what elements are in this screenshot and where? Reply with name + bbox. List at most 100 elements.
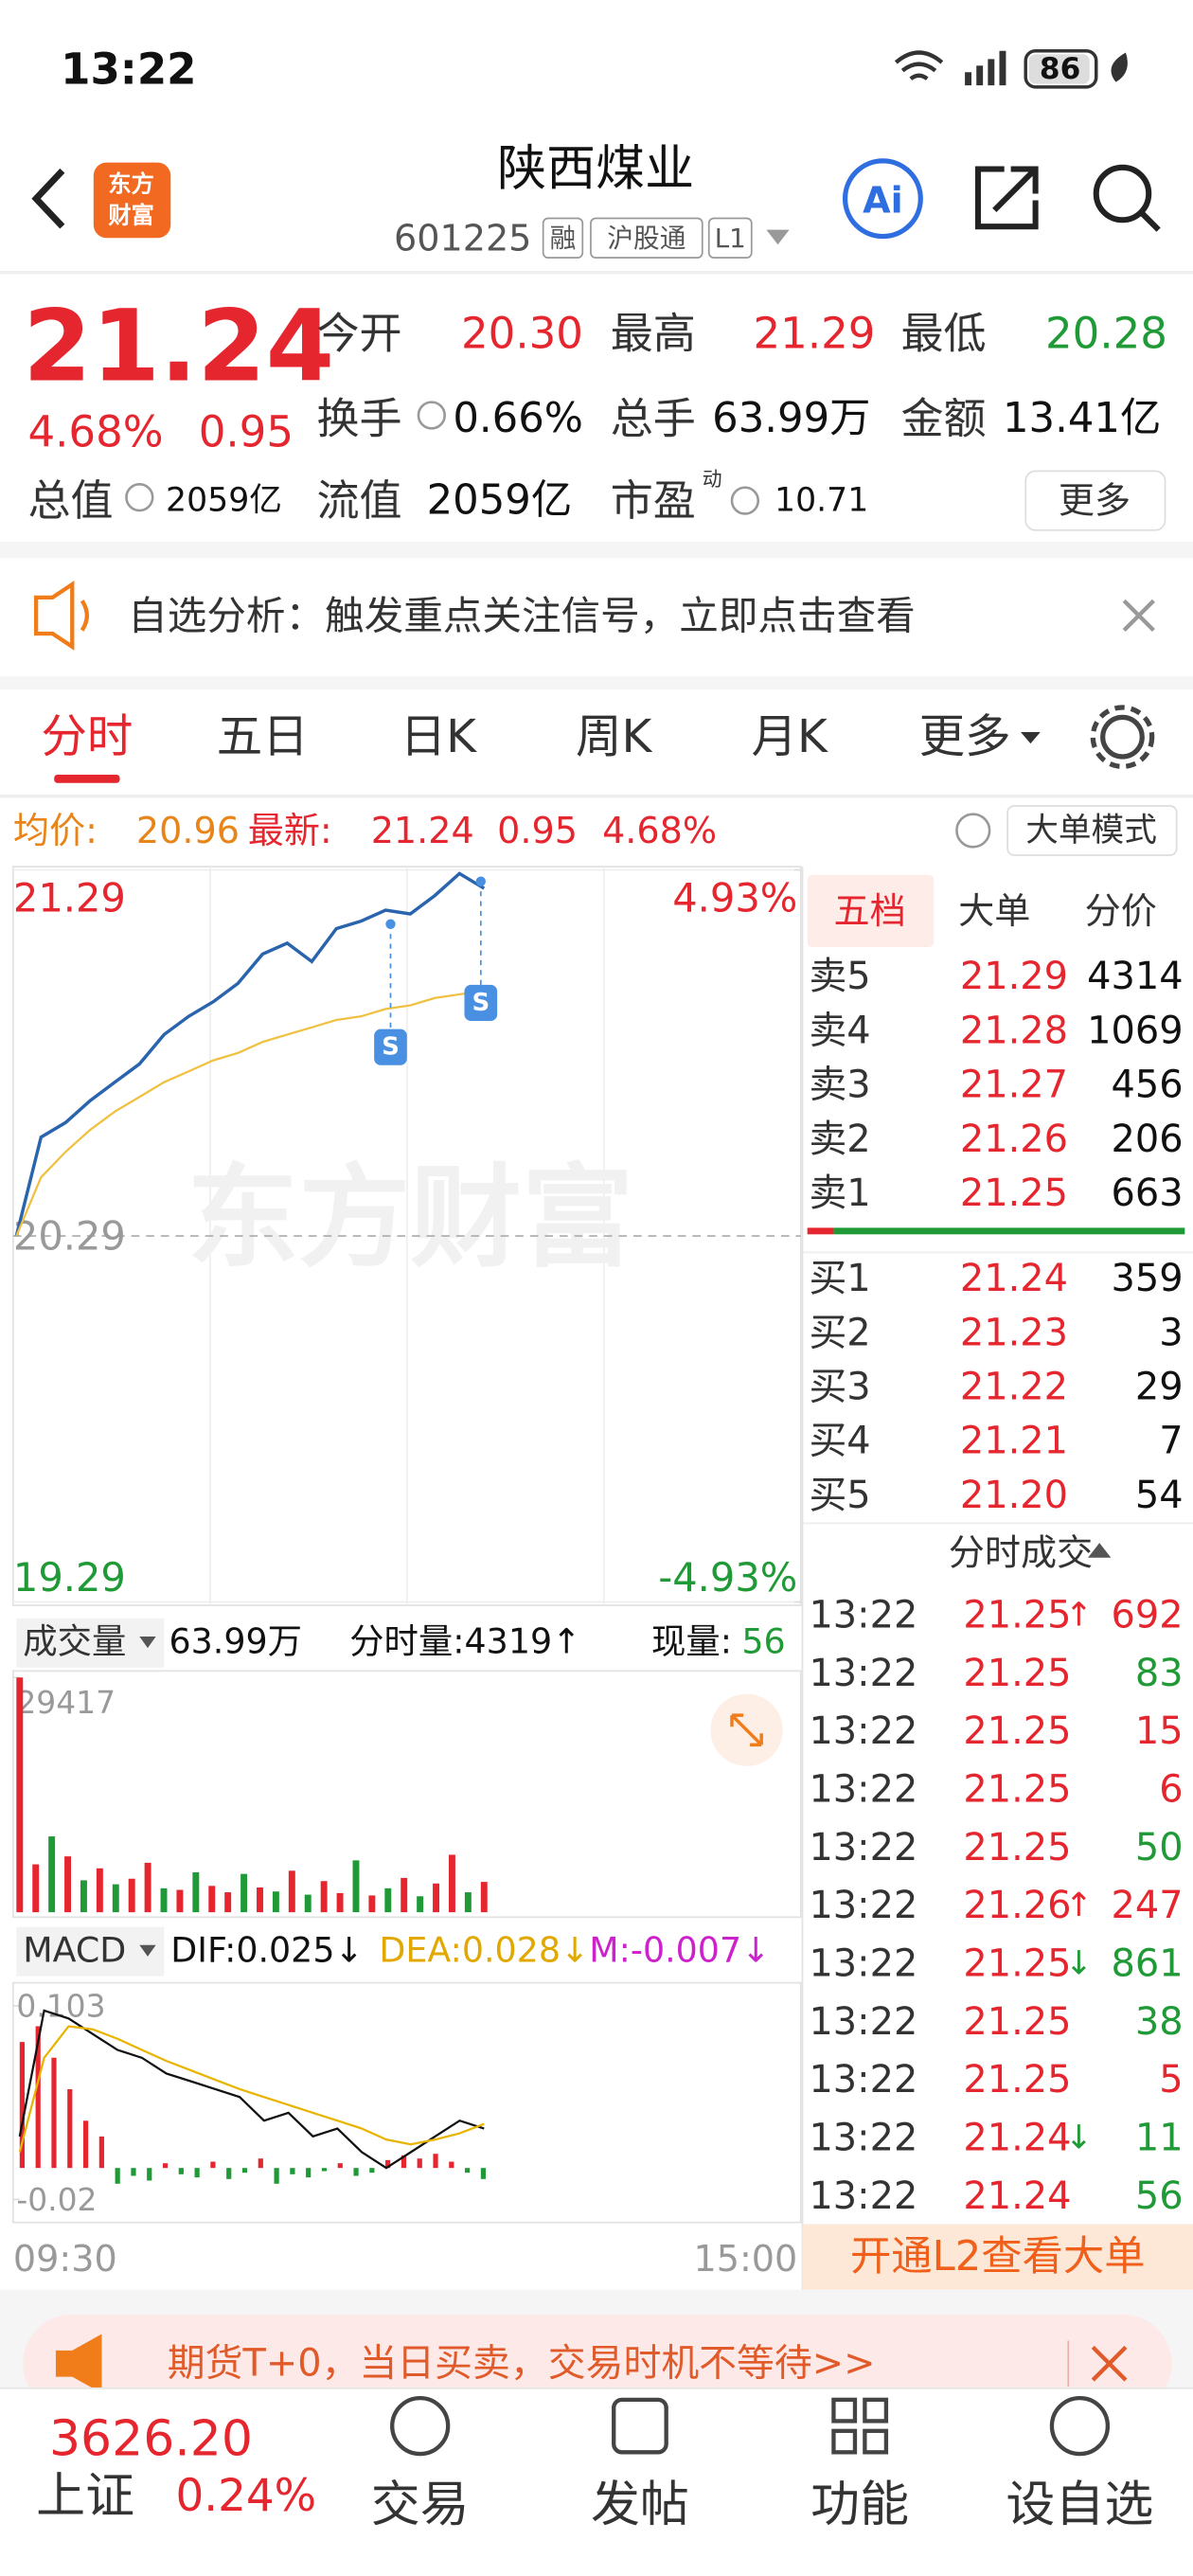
macd-label[interactable]: MACD — [23, 1929, 126, 1970]
trade-price: 21.24 — [963, 2117, 1071, 2160]
search-handle — [1140, 211, 1161, 232]
close-notice[interactable] — [1122, 599, 1155, 633]
macd-bar — [353, 2168, 359, 2176]
change-pct: 4.68% — [27, 406, 163, 456]
tab[interactable]: 日K — [401, 710, 478, 763]
tab-underline — [54, 775, 120, 783]
ad-text[interactable]: 期货T+0，当日买卖，交易时机不等待>> — [168, 2342, 876, 2386]
expand-icon — [730, 1713, 763, 1747]
volume-bar — [384, 1887, 392, 1913]
active-book-tab[interactable] — [807, 874, 935, 948]
macd-bar — [369, 2168, 375, 2174]
trade-time: 13:22 — [809, 2058, 917, 2102]
logo-text: 财富 — [108, 202, 154, 229]
trades-title[interactable]: 分时成交 — [949, 1532, 1093, 1574]
book-tab[interactable]: 五档 — [833, 890, 905, 932]
book-tab[interactable]: 分价 — [1085, 890, 1157, 932]
trade-price: 21.25 — [963, 1767, 1071, 1811]
price-line — [14, 871, 486, 1237]
book-qty: 359 — [1112, 1257, 1184, 1300]
settings-teeth — [1090, 705, 1155, 769]
tab[interactable]: 更多 — [919, 710, 1011, 763]
change-pct: 4.68% — [602, 810, 717, 851]
post-icon[interactable] — [612, 2397, 668, 2455]
l2-banner[interactable] — [802, 2224, 1193, 2290]
tab[interactable]: 月K — [751, 710, 828, 763]
function-icon[interactable] — [831, 2397, 889, 2455]
info-icon[interactable] — [417, 401, 446, 430]
volume-bar — [96, 1868, 103, 1913]
book-tab[interactable]: 大单 — [958, 890, 1030, 932]
notice-text[interactable]: 自选分析：触发重点关注信号，立即点击查看 — [128, 592, 916, 638]
book-price: 21.24 — [960, 1257, 1068, 1300]
marker-label: S — [472, 989, 490, 1017]
field-value: 2059亿 — [427, 477, 573, 525]
trade-icon[interactable] — [390, 2395, 451, 2457]
tag: 融 — [550, 223, 577, 254]
dropdown-arrow[interactable] — [766, 229, 790, 245]
macd-bar — [51, 2057, 57, 2169]
nav-item[interactable]: 发帖 — [591, 2477, 689, 2533]
signal-bar — [988, 59, 995, 86]
tab[interactable]: 周K — [576, 710, 653, 763]
trade-time: 13:22 — [809, 2000, 917, 2044]
help-icon[interactable] — [955, 813, 991, 849]
book-price: 21.23 — [960, 1311, 1068, 1354]
nav-item[interactable]: 设自选 — [1006, 2477, 1153, 2533]
mode-button[interactable]: 大单模式 — [1025, 812, 1157, 850]
trade-qty: 11 — [1135, 2117, 1184, 2160]
trade-arrow: ↓ — [1065, 1945, 1093, 1983]
ai-circle[interactable] — [842, 158, 923, 240]
volume-bar — [352, 1860, 360, 1913]
book-qty: 7 — [1159, 1420, 1183, 1463]
nav-item[interactable]: 功能 — [810, 2477, 909, 2533]
macd-bar — [385, 2159, 391, 2169]
notice-bar[interactable] — [0, 558, 1193, 677]
battery-fill — [1028, 54, 1090, 84]
x-tick-label: 15:00 — [693, 2238, 797, 2280]
trade-price: 21.25 — [963, 1942, 1071, 1986]
macd-m: M:-0.007↓ — [589, 1929, 770, 1970]
info-icon[interactable] — [125, 482, 154, 512]
trade-qty: 247 — [1112, 1884, 1184, 1927]
share-icon[interactable] — [974, 166, 1039, 230]
marker-badge — [374, 1029, 407, 1065]
dropdown-arrow[interactable] — [1021, 731, 1041, 744]
volume-selector[interactable] — [16, 1618, 165, 1668]
volume-bar — [304, 1894, 312, 1913]
sort-arrow[interactable] — [1088, 1543, 1112, 1558]
search-icon[interactable] — [1093, 164, 1152, 224]
book-price: 21.27 — [960, 1064, 1068, 1107]
trade-qty: 38 — [1135, 2000, 1184, 2044]
l2-text[interactable]: 开通L2查看大单 — [850, 2233, 1146, 2281]
book-price: 21.25 — [960, 1172, 1068, 1215]
macd-bar — [290, 2168, 295, 2174]
more-button[interactable] — [1024, 470, 1166, 531]
volume-bar — [80, 1880, 87, 1913]
mode-button[interactable] — [1006, 805, 1178, 856]
back-button[interactable] — [31, 168, 65, 229]
marker-dot — [385, 919, 396, 929]
trade-price: 21.25 — [963, 1826, 1071, 1869]
y2-tick-label: 4.93% — [672, 875, 797, 921]
battery-level: 86 — [1040, 52, 1080, 86]
more-button[interactable]: 更多 — [1059, 480, 1131, 522]
nav-item[interactable]: 交易 — [371, 2477, 470, 2533]
settings-icon[interactable] — [1100, 714, 1145, 760]
info-icon[interactable] — [730, 486, 760, 515]
macd-bar — [417, 2158, 422, 2169]
ai-button[interactable]: Ai — [863, 179, 903, 221]
volume-label[interactable]: 成交量 — [23, 1621, 126, 1662]
tab[interactable]: 五日 — [217, 710, 309, 763]
trade-qty: 6 — [1159, 1767, 1183, 1811]
macd-selector[interactable] — [16, 1926, 165, 1977]
volume-bar — [32, 1864, 40, 1913]
tab[interactable]: 分时 — [41, 710, 133, 763]
watchlist-icon[interactable] — [1049, 2395, 1111, 2457]
ad-close[interactable] — [1091, 2345, 1128, 2382]
volume-bar — [16, 1677, 24, 1913]
field-label: 金额 — [900, 393, 986, 443]
field-value: 0.66% — [453, 395, 583, 442]
macd-bar — [258, 2158, 263, 2169]
